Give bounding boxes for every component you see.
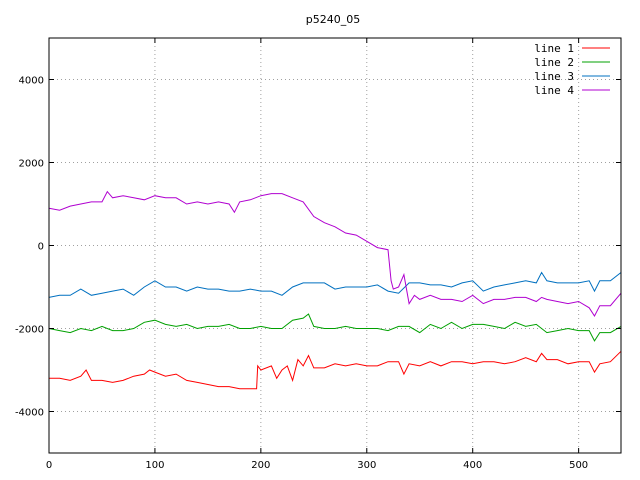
axis-ticks: 0 100 200 300 400 500 -4000 -2000 0 2000 4000 bbox=[15, 38, 621, 471]
y-tick-label: -4000 bbox=[15, 408, 44, 419]
y-tick-label: -2000 bbox=[15, 325, 44, 336]
plot-frame bbox=[48, 37, 622, 454]
grid bbox=[49, 38, 621, 453]
legend-label: line 4 bbox=[534, 84, 574, 97]
y-tick-label: 0 bbox=[38, 242, 44, 253]
legend-label: line 3 bbox=[534, 70, 574, 83]
x-tick-label: 0 bbox=[46, 460, 52, 471]
y-tick-label: 4000 bbox=[19, 76, 44, 87]
x-tick-label: 300 bbox=[357, 460, 376, 471]
series-line-4 bbox=[48, 190, 622, 317]
legend-label: line 2 bbox=[534, 56, 574, 69]
x-tick-label: 100 bbox=[145, 460, 164, 471]
x-tick-label: 200 bbox=[251, 460, 270, 471]
series-line-1 bbox=[49, 350, 622, 390]
chart-title: p5240_05 bbox=[306, 13, 360, 26]
x-tick-label: 500 bbox=[569, 460, 588, 471]
legend-label: line 1 bbox=[534, 42, 574, 55]
x-tick-label: 400 bbox=[463, 460, 482, 471]
y-tick-label: 2000 bbox=[19, 159, 44, 170]
series-line-2 bbox=[48, 313, 622, 342]
series-layer bbox=[48, 190, 622, 390]
series-line-3 bbox=[48, 271, 622, 298]
